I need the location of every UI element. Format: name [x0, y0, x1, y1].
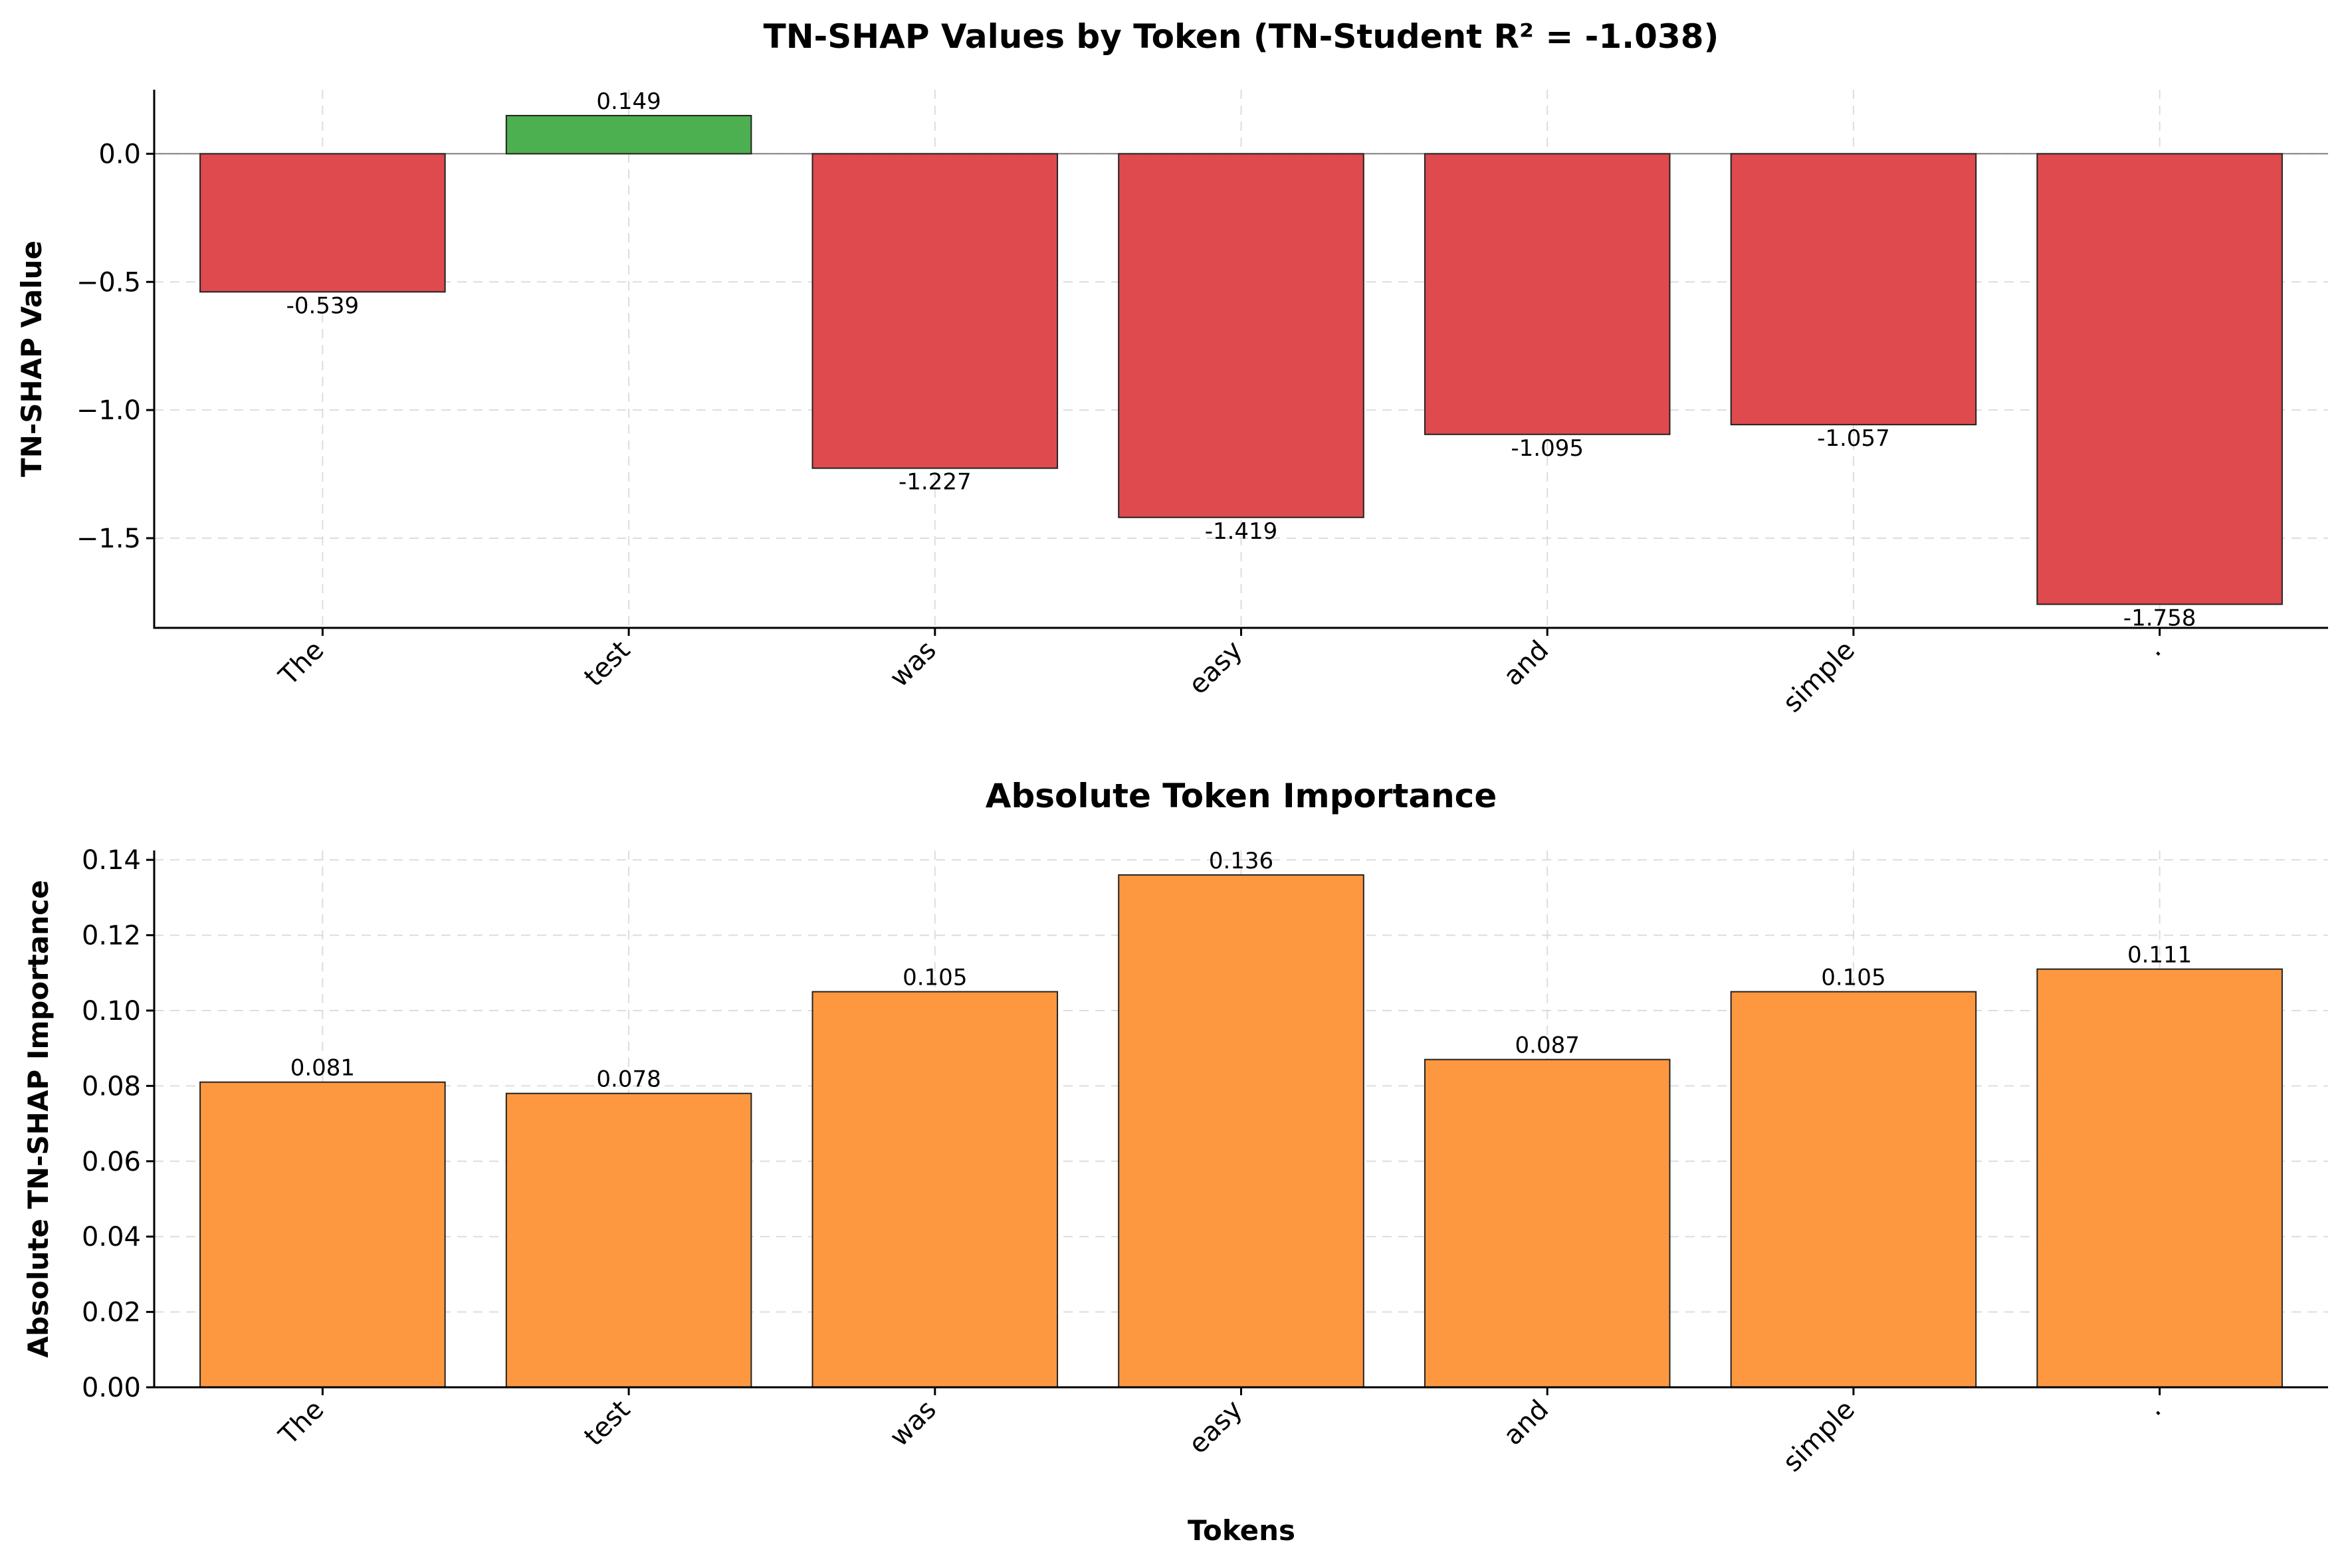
bar-and [1424, 1058, 1671, 1388]
x-tick-label: easy [1183, 635, 1249, 701]
x-tick-label: simple [1777, 635, 1861, 719]
y-tick-label: 0.0 [98, 139, 141, 169]
axis-spines [153, 90, 2328, 629]
y-tick-label: 0.14 [82, 845, 141, 876]
bar-simple [1730, 991, 1977, 1388]
bar-. [2036, 968, 2283, 1388]
y-tick-label: 0.00 [82, 1373, 141, 1403]
y-tick-label: −1.0 [76, 395, 141, 426]
y-tick-label: 0.06 [82, 1147, 141, 1177]
bar-The [199, 153, 446, 293]
y-tick-label: 0.04 [82, 1222, 141, 1252]
y-tick-label: 0.02 [82, 1298, 141, 1328]
chart-absolute-importance: Absolute Token Importance Absolute TN-SHA… [22, 777, 2328, 1478]
y-axis-label: Absolute TN-SHAP Importance [22, 880, 54, 1357]
y-tick-label: −1.5 [76, 524, 141, 554]
y-tick-label: 0.12 [82, 921, 141, 951]
data-label: 0.081 [290, 1055, 355, 1082]
data-label: -1.227 [899, 469, 972, 496]
x-tick-label: The [273, 635, 330, 692]
data-label: 0.105 [903, 965, 967, 991]
bar-easy [1118, 153, 1364, 518]
bar-and [1424, 153, 1671, 435]
bar-. [2036, 153, 2283, 605]
data-label: 0.087 [1515, 1032, 1580, 1059]
x-tick-label: The [273, 1395, 330, 1452]
x-tick-label: was [884, 635, 942, 694]
chart-tn-shap-values: TN-SHAP Values by Token (TN-Student R² =… [15, 17, 2328, 718]
bar-test [505, 114, 752, 155]
x-tick-label: and [1498, 635, 1555, 692]
data-label: -1.095 [1511, 435, 1584, 462]
x-tick-label: easy [1183, 1395, 1249, 1460]
data-label: -1.419 [1205, 518, 1278, 545]
data-label: 0.136 [1209, 848, 1273, 874]
chart-title: Absolute Token Importance [986, 777, 1497, 815]
bar-simple [1730, 153, 1977, 426]
x-axis-label: Tokens [1188, 1514, 1295, 1547]
data-label: 0.111 [2127, 942, 2192, 969]
x-tick-label: simple [1777, 1395, 1861, 1478]
x-tick-label: and [1498, 1395, 1555, 1452]
data-label: 0.078 [596, 1066, 661, 1093]
bar-was [811, 153, 1059, 469]
y-tick-label: −0.5 [76, 267, 141, 298]
bar-test [505, 1092, 752, 1388]
x-tick-label: test [578, 635, 636, 693]
y-axis-label: TN-SHAP Value [15, 241, 48, 477]
data-label: -0.539 [286, 292, 360, 319]
bar-easy [1118, 874, 1364, 1389]
bar-was [811, 991, 1059, 1388]
bar-The [199, 1081, 446, 1389]
x-tick-label: test [578, 1395, 636, 1452]
data-label: 0.105 [1821, 965, 1885, 991]
x-tick-label: . [2139, 1395, 2167, 1422]
y-tick-label: 0.10 [82, 996, 141, 1027]
y-tick-label: 0.08 [82, 1071, 141, 1102]
x-tick-label: was [884, 1395, 942, 1453]
data-label: 0.149 [596, 88, 661, 115]
data-label: -1.057 [1817, 425, 1890, 452]
chart-title: TN-SHAP Values by Token (TN-Student R² =… [764, 17, 1719, 56]
x-tick-label: . [2139, 635, 2167, 663]
